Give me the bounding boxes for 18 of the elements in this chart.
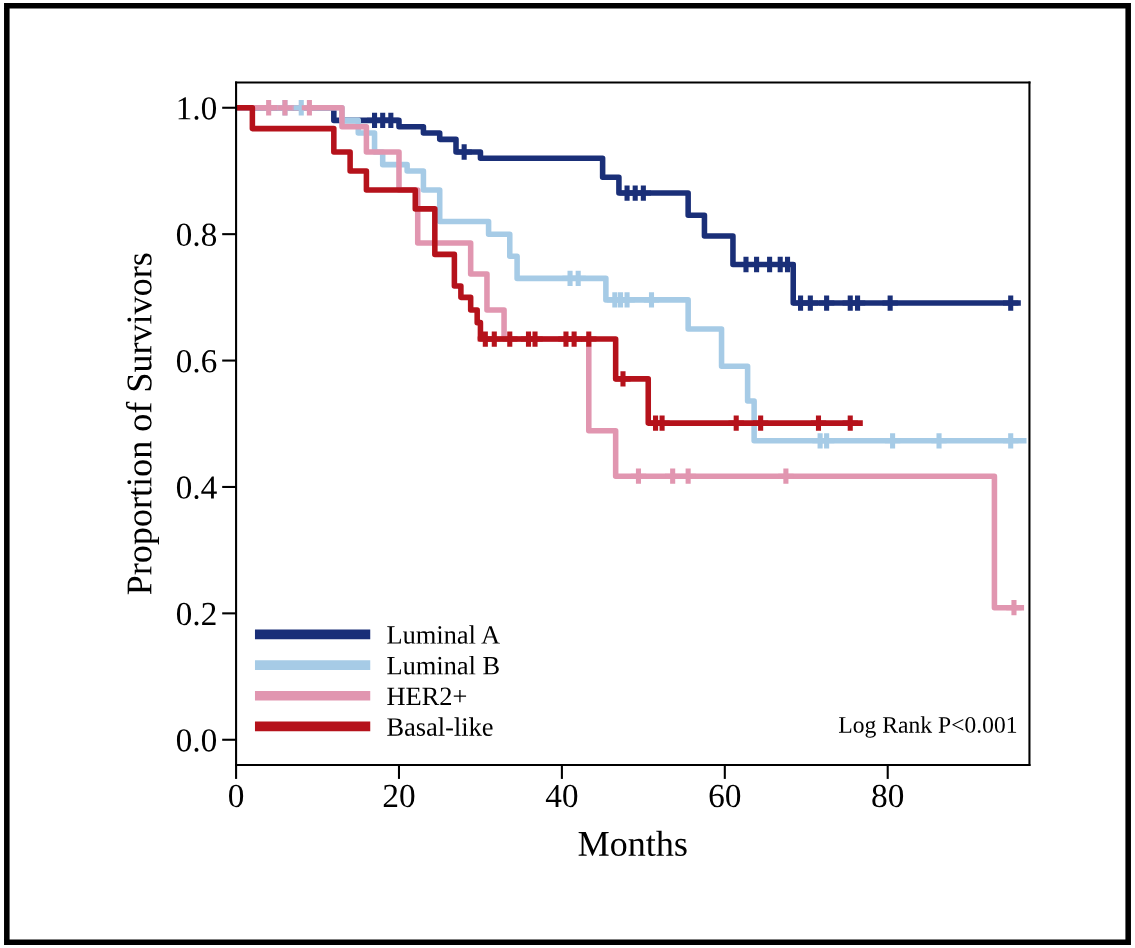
y-tick-label: 0.4 [176,476,217,499]
x-tick-label: 60 [709,784,741,808]
x-tick-label: 80 [872,784,904,808]
y-tick-label: 0.6 [176,349,217,373]
y-tick-label: 0.2 [176,602,216,626]
x-tick-label: 0 [229,784,244,808]
annotation: Log Rank P<0.001 [838,716,1017,738]
x-axis-title: Months [578,830,687,857]
x-tick-label: 40 [545,784,578,808]
legend-label: Luminal B [387,655,499,675]
y-tick-label: 1.0 [178,97,217,120]
y-tick-label: 0.0 [176,729,217,752]
x-tick-label: 20 [383,784,415,808]
y-axis-title: Proportion of Survivors [125,253,159,595]
legend-label: Basal-like [387,717,493,736]
y-tick-label: 0.8 [176,223,217,247]
legend-label: HER2+ [387,687,467,705]
legend-label: Luminal A [387,625,500,644]
